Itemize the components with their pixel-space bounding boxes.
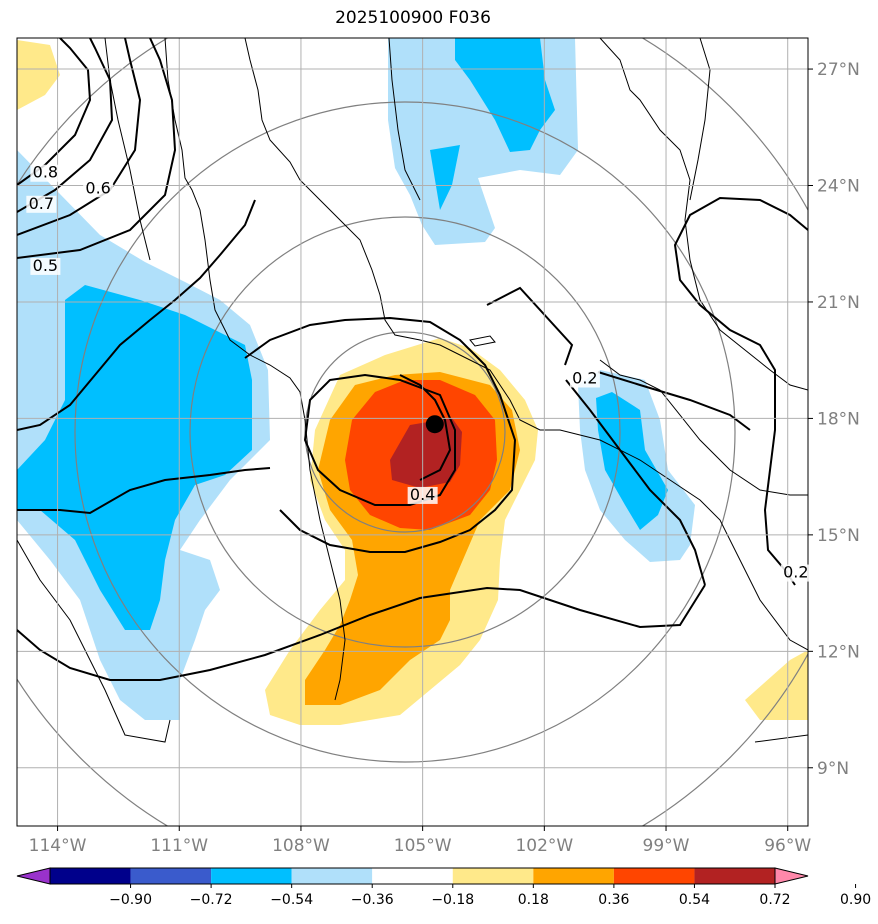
- contour-label: 0.4: [410, 485, 435, 504]
- colorbar-segment: [372, 868, 453, 884]
- contour-labels: 0.8 0.7 0.6 0.5 0.4 0.2 0.2: [26, 163, 811, 582]
- range-rings: [17, 38, 808, 826]
- lon-tick-label: 108°W: [272, 836, 330, 856]
- lon-tick-label: 111°W: [150, 836, 208, 856]
- colorbar-segment: [452, 868, 534, 884]
- lon-tick-label: 96°W: [764, 836, 811, 856]
- colorbar-segment: [613, 868, 695, 884]
- map-frame: [16, 37, 809, 827]
- longitude-ticks: 114°W 111°W 108°W 105°W 102°W 99°W 96°W: [29, 826, 811, 856]
- lon-tick-label: 114°W: [29, 836, 87, 856]
- lon-tick-label: 105°W: [394, 836, 452, 856]
- contour-label-bg: [26, 195, 57, 213]
- colorbar-extend-low: [16, 867, 51, 885]
- map-title: 2025100900 F036: [335, 8, 491, 28]
- lon-tick-label: 99°W: [643, 836, 690, 856]
- colorbar-segment: [533, 868, 614, 884]
- contour-label-bg: [780, 564, 811, 582]
- lat-tick-label: 9°N: [817, 759, 849, 779]
- colorbar-label: 0.54: [679, 892, 710, 908]
- contour-label-bg: [83, 180, 114, 198]
- colorbar-extend-high: [774, 867, 809, 885]
- colorbar-segment: [694, 868, 775, 884]
- contour-label-bg: [30, 164, 61, 182]
- lat-tick-label: 27°N: [817, 60, 860, 80]
- colorbar-segment: [130, 868, 212, 884]
- colorbar-label: 0.90: [840, 892, 871, 908]
- colorbar-segment: [291, 868, 373, 884]
- storm-center-marker: [425, 415, 444, 434]
- colorbar-label: −0.90: [109, 892, 152, 908]
- colorbar-label: 0.36: [598, 892, 629, 908]
- contour-label-bg: [30, 257, 61, 275]
- lat-tick-label: 21°N: [817, 293, 860, 313]
- colorbar-label: −0.54: [270, 892, 313, 908]
- colorbar-label: −0.72: [190, 892, 233, 908]
- shade-pos-072: [390, 418, 462, 488]
- colorbar-label: −0.18: [431, 892, 474, 908]
- contour-label-bg: [407, 486, 438, 504]
- colorbar-label: 0.18: [518, 892, 549, 908]
- latitude-ticks: 27°N 24°N 21°N 18°N 15°N 12°N 9°N: [808, 60, 860, 779]
- contour-lines: [17, 38, 808, 681]
- colorbar-outline: [49, 867, 776, 885]
- colorbar-segment: [50, 868, 131, 884]
- colorbar-label: −0.36: [351, 892, 394, 908]
- contour-label: 0.8: [33, 163, 58, 182]
- contour-label: 0.7: [29, 194, 54, 213]
- contour-label: 0.6: [85, 178, 110, 197]
- lat-tick-label: 15°N: [817, 526, 860, 546]
- lat-tick-label: 12°N: [817, 642, 860, 662]
- contour-label: 0.5: [33, 256, 58, 275]
- contour-label: 0.2: [783, 563, 808, 582]
- coastlines: [17, 38, 808, 743]
- lon-tick-label: 102°W: [515, 836, 573, 856]
- colorbar-segment: [211, 868, 292, 884]
- colorbar: −0.90 −0.72 −0.54 −0.36 −0.18 0.18 0.36 0.54 0.7…: [16, 867, 871, 908]
- lat-tick-label: 18°N: [817, 409, 860, 429]
- shade-neg-036: [17, 38, 668, 630]
- contour-label-bg: [569, 370, 600, 388]
- colorbar-label: 0.72: [759, 892, 790, 908]
- contour-label: 0.2: [572, 368, 597, 387]
- lat-tick-label: 24°N: [817, 177, 860, 197]
